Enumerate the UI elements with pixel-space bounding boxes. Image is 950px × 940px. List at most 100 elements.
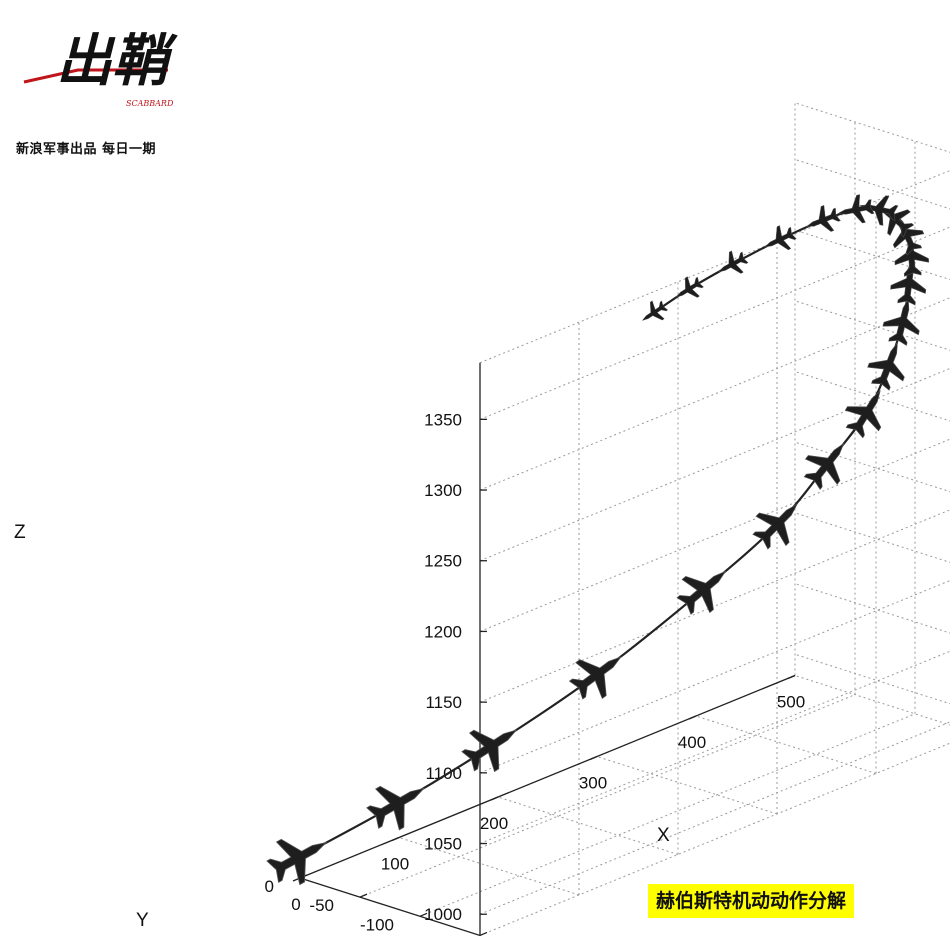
aircraft-icon [675,276,704,298]
aircraft-icon [266,838,328,886]
aircraft-marker [641,300,669,321]
z-tick-label: 1150 [425,693,462,712]
aircraft-icon [676,570,727,615]
y-tick-label: -100 [360,915,394,934]
aircraft-marker [568,656,622,700]
grid-line [479,509,950,703]
aircraft-icon [894,232,930,277]
x-tick-mark [391,836,400,842]
grid-line [479,226,950,420]
grid-line [419,713,916,917]
grid-line [479,742,950,936]
z-tick-label: 1250 [424,552,462,571]
x-tick-label: 500 [777,693,805,712]
aircraft-icon [805,205,841,232]
trajectory-line [299,207,913,858]
aircraft-marker [867,341,905,391]
x-tick-mark [688,715,697,720]
grid-line [479,650,950,845]
x-tick-mark [490,796,499,801]
grid-line [794,441,950,493]
grid-line [794,371,950,422]
svg-text:出鞘: 出鞘 [56,28,178,94]
aircraft-icon [859,195,899,226]
scabbard-logo-icon: 出鞘 SCABBARD [23,28,178,108]
aircraft-marker [803,442,845,490]
grid-line [794,229,950,281]
y-axis-label: Y [136,910,149,931]
grid-line [479,721,950,915]
x-tick-mark [589,755,598,761]
aircraft-icon [568,656,622,700]
grid-line [497,796,679,855]
z-tick-label: 1100 [425,764,462,783]
aircraft-marker [752,503,798,550]
aircraft-marker [717,250,749,274]
aircraft-icon [764,225,797,251]
aircraft-marker [805,205,841,232]
x-tick-label: 0 [291,895,300,914]
y-axis [299,877,481,937]
aircraft-marker [844,390,882,439]
brand-logo: 出鞘 SCABBARD [18,18,198,148]
grid-line [359,694,856,898]
grid-line [596,756,778,815]
x-axis-label: X [657,825,670,846]
aircraft-icon [803,442,845,490]
aircraft-icon [461,729,518,773]
aircraft-marker [894,232,930,277]
aircraft-markers [266,194,930,886]
z-axis-label: Z [14,522,26,543]
caption-banner: 赫伯斯特机动动作分解 [648,884,855,918]
y-tick-mark [479,931,488,937]
z-tick-label: 1000 [424,905,462,924]
aircraft-marker [266,838,328,886]
x-tick-label: 400 [678,733,706,752]
grid-line [794,583,950,634]
grid-line [794,653,950,705]
x-tick-label: 100 [381,855,409,874]
aircraft-icon [837,194,875,224]
x-tick-label: 300 [579,774,607,793]
aircraft-marker [366,785,426,831]
y-tick-label: 0 [265,877,274,896]
z-tick-label: 1200 [424,622,462,641]
aircraft-icon [717,250,749,274]
x-axis [299,674,796,879]
grid-line [794,300,950,351]
aircraft-icon [641,300,669,321]
x-tick-label: 200 [480,814,508,833]
grid-line [479,438,950,632]
grid-line [794,158,950,210]
grid-line [794,512,950,563]
aircraft-icon [366,785,426,831]
grid-line [695,715,877,774]
aircraft-marker [890,259,927,306]
x-tick-mark [787,674,796,680]
grid-line [398,837,580,896]
aircraft-icon [890,259,927,306]
aircraft-icon [844,390,882,439]
z-tick-label: 1050 [424,835,462,854]
aircraft-marker [461,729,518,773]
aircraft-marker [859,195,899,226]
axes [292,362,796,937]
grid-line [794,102,950,153]
y-tick-mark [359,893,368,898]
grid-line [479,580,950,774]
aircraft-icon [752,503,798,550]
svg-text:SCABBARD: SCABBARD [126,99,174,108]
grid-line [479,169,950,364]
tick-labels: 01002003004005000-50-100-150100010501100… [265,410,806,940]
aircraft-marker [675,276,704,298]
z-tick-label: 1350 [424,410,462,429]
grid-line [479,367,950,562]
aircraft-marker [837,194,875,224]
aircraft-icon [867,341,905,391]
y-tick-mark [419,912,428,917]
aircraft-marker [676,570,727,615]
aircraft-marker [764,225,797,251]
grid-line [794,675,950,726]
